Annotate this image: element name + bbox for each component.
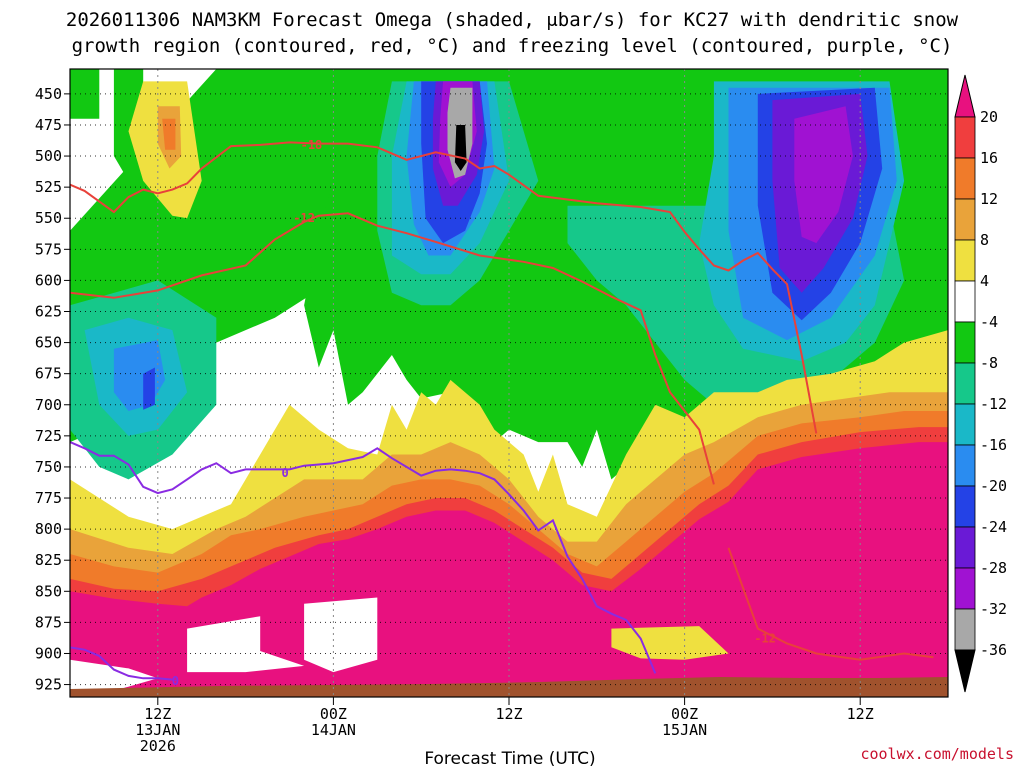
colorbar-label-8: -16 [980, 436, 1007, 454]
colorbar-swatch-8 [954, 403, 976, 446]
y-tick-label-450: 450 [35, 85, 62, 103]
dendritic-contour-label-1: -12 [293, 211, 315, 225]
x-tick-label-48-0: 00Z [671, 705, 698, 723]
omega-region-0 [70, 69, 100, 119]
y-tick-label-500: 500 [35, 147, 62, 165]
x-tick-label-12-2: 2026 [140, 737, 176, 755]
y-tick-label-725: 725 [35, 427, 62, 445]
credit-link[interactable]: coolwx.com/models [860, 745, 1014, 763]
colorbar-label-0: 20 [980, 108, 998, 126]
x-tick-label-60-0: 12Z [847, 705, 874, 723]
colorbar-label-7: -12 [980, 395, 1007, 413]
x-tick-label-24-1: 14JAN [311, 721, 356, 739]
colorbar-label-10: -24 [980, 518, 1007, 536]
colorbar-cap-bottom [954, 649, 976, 693]
freezing-level-contour-0 [70, 441, 657, 674]
colorbar-label-6: -8 [980, 354, 998, 372]
y-tick-label-925: 925 [35, 676, 62, 694]
colorbar-swatch-10 [954, 485, 976, 528]
colorbar-label-4: 4 [980, 272, 989, 290]
omega-region-34 [70, 659, 158, 691]
colorbar-label-1: 16 [980, 149, 998, 167]
colorbar-swatch-13 [954, 608, 976, 651]
x-tick-label-36-0: 12Z [495, 705, 522, 723]
omega-region-20 [794, 106, 853, 244]
colorbar-swatch-11 [954, 526, 976, 569]
y-tick-label-800: 800 [35, 520, 62, 538]
y-tick-label-600: 600 [35, 271, 62, 289]
y-tick-label-700: 700 [35, 396, 62, 414]
contour-lines: -18 -12 -12 0 0 [70, 138, 934, 688]
omega-region-32 [187, 616, 305, 673]
colorbar-cap-top [954, 74, 976, 118]
freezing-level-contour-label-0: 0 [281, 466, 288, 480]
colorbar-swatch-3 [954, 198, 976, 241]
dendritic-contour-label-2: -12 [754, 632, 776, 646]
y-tick-label-850: 850 [35, 582, 62, 600]
colorbar-swatch-4 [954, 239, 976, 282]
freezing-level-contour-label-1: 0 [172, 674, 179, 688]
y-tick-label-575: 575 [35, 240, 62, 258]
colorbar-label-3: 8 [980, 231, 989, 249]
y-tick-label-775: 775 [35, 489, 62, 507]
freezing-level-contour-1 [70, 646, 173, 681]
y-tick-label-675: 675 [35, 365, 62, 383]
omega-region-33 [304, 597, 378, 673]
colorbar-label-2: 12 [980, 190, 998, 208]
colorbar-swatch-7 [954, 362, 976, 405]
y-tick-label-900: 900 [35, 644, 62, 662]
omega-region-31 [611, 626, 729, 660]
y-axis: 450 475 500 525 550 575 600 625 650 675 700 725 750 7… [35, 85, 70, 694]
x-axis-title: Forecast Time (UTC) [424, 749, 595, 768]
colorbar-label-11: -28 [980, 559, 1007, 577]
y-tick-label-650: 650 [35, 334, 62, 352]
y-tick-label-625: 625 [35, 302, 62, 320]
omega-region-25 [162, 118, 176, 150]
colorbar-swatch-5 [954, 280, 976, 323]
colorbar-swatch-12 [954, 567, 976, 610]
dendritic-contour-0 [70, 141, 818, 434]
y-tick-label-475: 475 [35, 116, 62, 134]
colorbar-label-5: -4 [980, 313, 998, 331]
colorbar-swatch-9 [954, 444, 976, 487]
gridlines [70, 69, 948, 697]
plot-area: -18 -12 -12 0 0 [70, 69, 948, 697]
colorbar-swatch-1 [954, 116, 976, 159]
y-tick-label-525: 525 [35, 178, 62, 196]
colorbar-swatch-6 [954, 321, 976, 364]
colorbar-label-12: -32 [980, 600, 1007, 618]
y-tick-label-750: 750 [35, 458, 62, 476]
dendritic-contour-2 [727, 547, 934, 661]
chart-title-line-2: growth region (contoured, red, °C) and f… [72, 35, 953, 57]
x-tick-label-12-1: 13JAN [135, 721, 180, 739]
x-tick-label-12-0: 12Z [144, 705, 171, 723]
omega-region-30 [70, 442, 948, 697]
y-tick-label-550: 550 [35, 209, 62, 227]
y-tick-label-875: 875 [35, 613, 62, 631]
colorbar-swatch-2 [954, 157, 976, 200]
colorbar: 20 16 12 8 4 -4 -8 -12 -16 -20 -24 -28 -32 -36 [954, 74, 1007, 693]
chart-title-line-1: 2026011306 NAM3KM Forecast Omega (shaded… [66, 9, 959, 31]
omega-region-22 [454, 125, 467, 171]
y-tick-label-825: 825 [35, 551, 62, 569]
x-tick-label-48-1: 15JAN [662, 721, 707, 739]
dendritic-contour-label-0: -18 [301, 138, 323, 152]
x-tick-label-24-0: 00Z [320, 705, 347, 723]
dendritic-contour-1 [70, 212, 715, 485]
colorbar-label-9: -20 [980, 477, 1007, 495]
colorbar-label-13: -36 [980, 641, 1007, 659]
omega-region-15 [143, 367, 155, 410]
